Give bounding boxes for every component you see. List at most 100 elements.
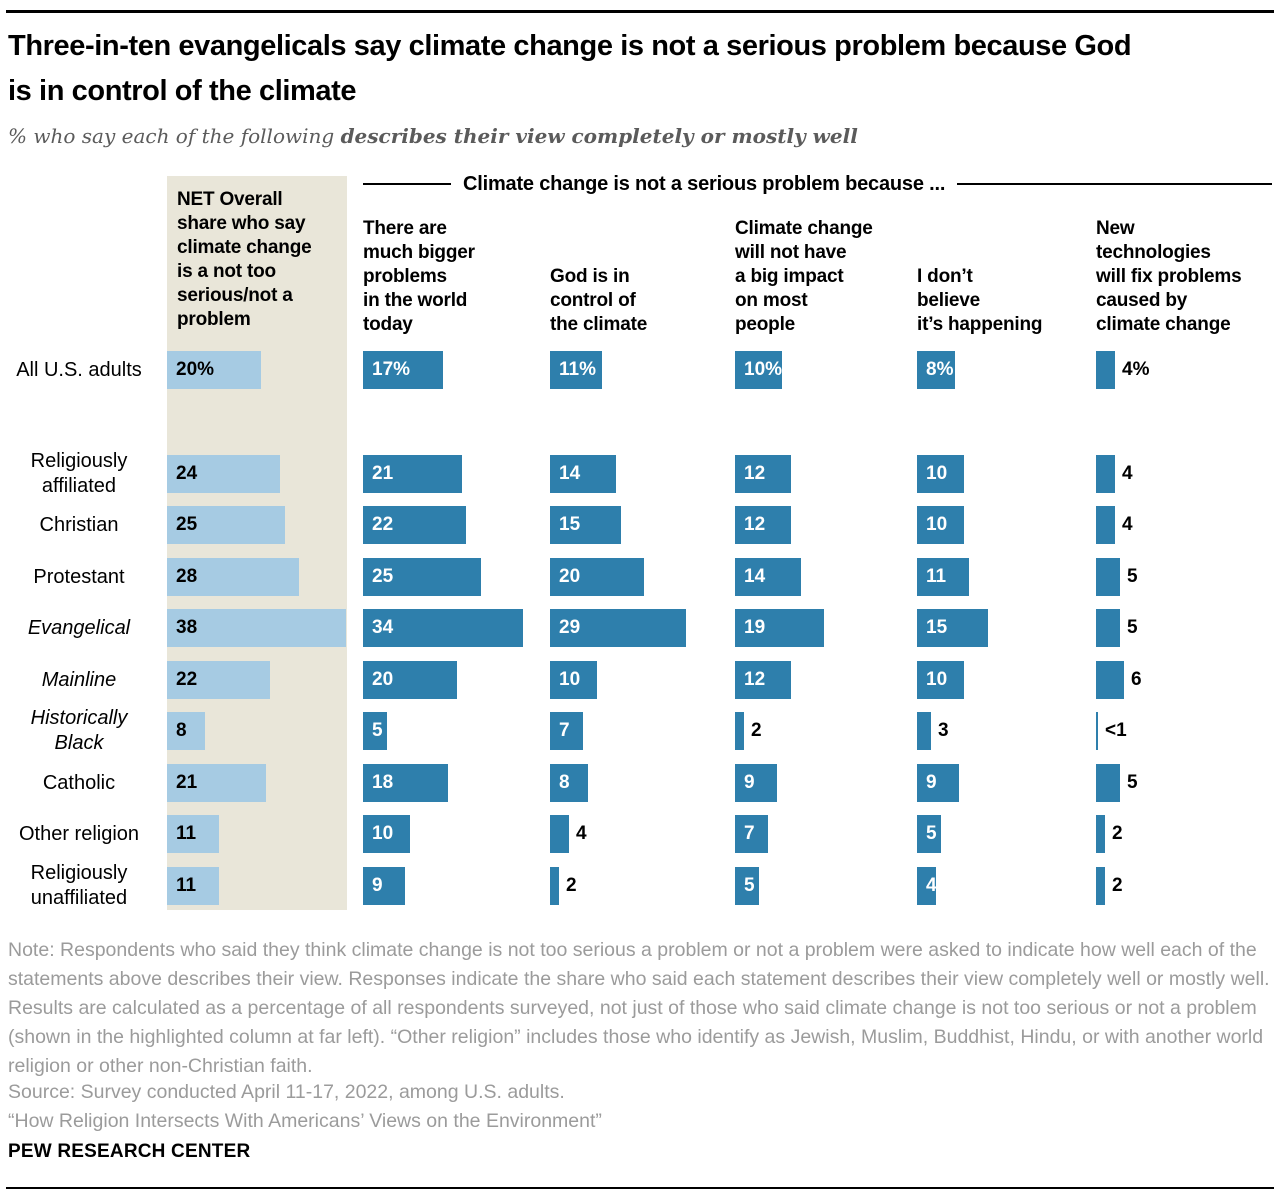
bar bbox=[550, 815, 569, 853]
span-header-rule-left bbox=[363, 183, 451, 185]
report-title: “How Religion Intersects With Americans’… bbox=[8, 1110, 602, 1132]
bar bbox=[917, 764, 959, 802]
bar bbox=[363, 764, 448, 802]
bar-value: 4 bbox=[926, 875, 937, 896]
bar-value: 28 bbox=[176, 566, 198, 587]
bar-value: 10% bbox=[744, 359, 783, 380]
bar bbox=[550, 867, 559, 905]
bar bbox=[917, 815, 941, 853]
bar-value: 7 bbox=[744, 823, 755, 844]
bar-value: 14 bbox=[744, 566, 766, 587]
column-header-bigger-problems: There are much bigger problems in the wo… bbox=[363, 218, 475, 335]
row-label: Other religion bbox=[18, 822, 140, 845]
bottom-rule bbox=[6, 1187, 1274, 1189]
bar-value: 29 bbox=[559, 617, 581, 638]
row-label: Religiously unaffiliated bbox=[30, 862, 128, 909]
bar-value: 21 bbox=[372, 463, 394, 484]
bar-value: 8 bbox=[176, 720, 187, 741]
bar-value: 9 bbox=[744, 772, 755, 793]
bar bbox=[735, 661, 791, 699]
bar bbox=[917, 558, 969, 596]
bar-value: 2 bbox=[751, 720, 762, 741]
bar bbox=[363, 609, 523, 647]
bar-value: 11 bbox=[926, 566, 947, 587]
bar bbox=[1096, 455, 1115, 493]
bar bbox=[735, 815, 768, 853]
bar-value: 20 bbox=[372, 669, 394, 690]
bar bbox=[1096, 558, 1120, 596]
page-title: Three-in-ten evangelicals say climate ch… bbox=[8, 30, 1132, 107]
row-label: Religiously affiliated bbox=[30, 450, 128, 497]
bar bbox=[550, 558, 644, 596]
row-label: Mainline bbox=[41, 668, 117, 691]
bar-value: 15 bbox=[926, 617, 948, 638]
top-rule bbox=[6, 10, 1274, 13]
span-header: Climate change is not a serious problem … bbox=[363, 171, 1272, 197]
bar-value: 4 bbox=[1122, 463, 1133, 484]
row-label: Christian bbox=[39, 513, 119, 536]
bar bbox=[550, 764, 588, 802]
bar-value: 18 bbox=[372, 772, 394, 793]
bar bbox=[735, 558, 801, 596]
note-text: Note: Respondents who said they think cl… bbox=[8, 939, 1270, 1077]
row-label: Historically Black bbox=[30, 707, 128, 754]
bar-value: 10 bbox=[559, 669, 581, 690]
bar-value: 2 bbox=[1112, 823, 1123, 844]
bar-value: 5 bbox=[926, 823, 937, 844]
bar bbox=[735, 609, 824, 647]
bar-value: 4 bbox=[576, 823, 587, 844]
bar bbox=[550, 661, 597, 699]
bar-value: 5 bbox=[1127, 617, 1138, 638]
bar bbox=[1096, 764, 1120, 802]
bar bbox=[550, 455, 616, 493]
bar-value: 11 bbox=[176, 823, 197, 844]
bar-value: 34 bbox=[372, 617, 394, 638]
bar-value: 9 bbox=[926, 772, 937, 793]
bar-value: 38 bbox=[176, 617, 198, 638]
bar-value: 8% bbox=[926, 359, 954, 380]
bar-value: 12 bbox=[744, 514, 766, 535]
bar bbox=[735, 506, 791, 544]
bar-value: 4% bbox=[1122, 359, 1150, 380]
chart-subtitle: % who say each of the following describe… bbox=[8, 124, 1276, 148]
bar bbox=[917, 661, 964, 699]
bar bbox=[735, 712, 744, 750]
bar bbox=[1096, 712, 1098, 750]
bar-value: 25 bbox=[176, 514, 198, 535]
net-bar bbox=[167, 661, 270, 699]
bar bbox=[550, 506, 621, 544]
column-header-god-in-control: God is in control of the climate bbox=[550, 266, 648, 335]
bar bbox=[363, 506, 466, 544]
bar-value: 19 bbox=[744, 617, 766, 638]
bar bbox=[1096, 609, 1120, 647]
bar-value: 22 bbox=[176, 669, 198, 690]
bar-value: 12 bbox=[744, 669, 766, 690]
span-header-rule-right bbox=[957, 183, 1272, 185]
net-bar bbox=[167, 506, 285, 544]
bar bbox=[917, 609, 988, 647]
net-bar bbox=[167, 351, 261, 389]
bar-value: 10 bbox=[926, 669, 948, 690]
subtitle-bold: describes their view completely or mostl… bbox=[340, 124, 858, 148]
bar bbox=[917, 712, 931, 750]
bar-value: 21 bbox=[176, 772, 198, 793]
bar bbox=[1096, 867, 1105, 905]
bar-value: 4 bbox=[1122, 514, 1133, 535]
bar bbox=[363, 351, 443, 389]
column-header-new-technologies: New technologies will fix problems cause… bbox=[1096, 218, 1242, 335]
subtitle-prefix: % who say each of the following bbox=[8, 124, 341, 148]
bar-value: 14 bbox=[559, 463, 581, 484]
bar-value: <1 bbox=[1105, 720, 1127, 741]
bar-value: 10 bbox=[926, 463, 948, 484]
net-bar bbox=[167, 455, 280, 493]
bar-value: 25 bbox=[372, 566, 394, 587]
bar-value: 20% bbox=[176, 359, 215, 380]
bar bbox=[363, 712, 387, 750]
bar-value: 12 bbox=[744, 463, 766, 484]
bar bbox=[1096, 661, 1124, 699]
bar bbox=[917, 867, 936, 905]
pew-branding: PEW RESEARCH CENTER bbox=[8, 1141, 251, 1162]
bar-value: 11% bbox=[559, 359, 596, 380]
net-bar bbox=[167, 867, 219, 905]
